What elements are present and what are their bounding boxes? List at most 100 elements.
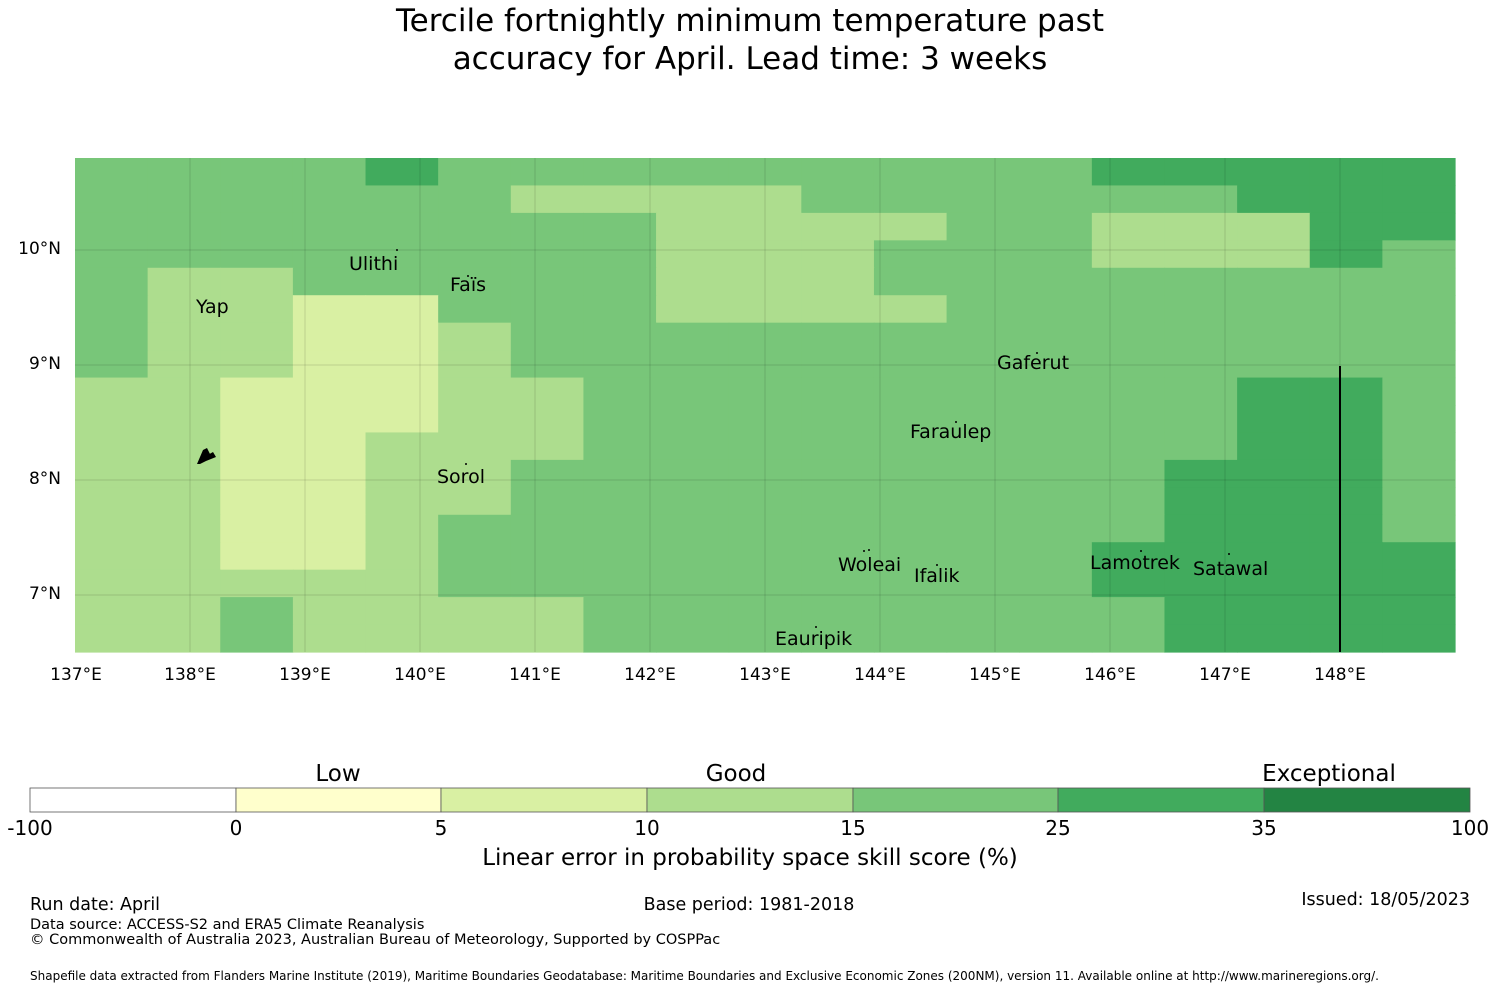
grid-cell	[656, 267, 730, 296]
grid-cell	[1237, 514, 1311, 543]
place-label: Gaferut	[997, 352, 1070, 374]
grid-cell	[583, 405, 657, 434]
grid-cell	[583, 487, 657, 516]
place-label: Satawal	[1193, 558, 1269, 580]
grid-cell	[583, 597, 657, 626]
grid-cell	[656, 432, 730, 461]
grid-cell	[75, 624, 149, 653]
grid-cell	[1164, 322, 1238, 351]
grid-cell	[1091, 459, 1166, 488]
grid-cell	[438, 432, 512, 461]
grid-cell	[1237, 432, 1311, 461]
grid-cell	[438, 514, 512, 543]
colorbar-label: Linear error in probability space skill …	[482, 845, 1018, 871]
grid-cell	[510, 267, 585, 296]
ifalik-island-dot	[936, 564, 938, 566]
grid-cell	[656, 597, 730, 626]
grid-cell	[438, 597, 512, 626]
base-period: Base period: 1981-2018	[643, 895, 855, 915]
grid-cell	[220, 185, 294, 214]
grid-cell	[1309, 405, 1383, 434]
grid-cell	[510, 295, 585, 324]
grid-cell	[510, 487, 585, 516]
grid-cell	[873, 597, 948, 626]
grid-cell	[1382, 322, 1456, 351]
grid-cell	[946, 295, 1020, 324]
grid-cell	[438, 185, 512, 214]
grid-cell	[873, 322, 948, 351]
grid-cell	[656, 240, 730, 269]
graticule	[75, 158, 1455, 652]
grid-cell	[946, 459, 1020, 488]
grid-cell	[75, 185, 149, 214]
grid-cell	[873, 542, 948, 571]
grid-cell	[1237, 185, 1311, 214]
grid-cell	[801, 295, 875, 324]
grid-cell	[365, 350, 439, 379]
grid-cell	[292, 542, 367, 571]
data-source: Data source: ACCESS-S2 and ERA5 Climate …	[30, 917, 425, 933]
title-line-2: accuracy for April. Lead time: 3 weeks	[452, 41, 1048, 77]
grid-cell	[365, 377, 439, 406]
grid-cell	[510, 597, 585, 626]
place-label: Lamotrek	[1090, 552, 1180, 574]
grid-cell	[75, 569, 149, 598]
grid-cell	[583, 624, 657, 653]
grid-cell	[946, 350, 1020, 379]
grid-cell	[1164, 514, 1238, 543]
place-label: Faïs	[450, 274, 487, 296]
grid-cell	[75, 322, 149, 351]
grid-cell	[1019, 158, 1093, 187]
grid-cell	[1382, 432, 1456, 461]
grid-cell	[656, 569, 730, 598]
colorbar	[29, 787, 1471, 813]
grid-cell	[438, 487, 512, 516]
grid-cell	[1309, 240, 1383, 269]
grid-cell	[873, 487, 948, 516]
grid-cell	[1382, 185, 1456, 214]
grid-cell	[147, 487, 221, 516]
grid-cell	[728, 377, 802, 406]
grid-cell	[1309, 542, 1383, 571]
grid-cell	[75, 542, 149, 571]
grid-cell	[583, 459, 657, 488]
grid-cell	[1164, 377, 1238, 406]
eauripik-island-dot	[815, 626, 817, 628]
grid-cell	[583, 569, 657, 598]
grid-cell	[220, 569, 294, 598]
grid-cell	[147, 597, 221, 626]
grid-cell	[583, 267, 657, 296]
grid-cell	[220, 377, 294, 406]
grid-cell	[1091, 212, 1166, 241]
grid-cell	[220, 350, 294, 379]
grid-cell	[220, 624, 294, 653]
grid-cell	[1309, 185, 1383, 214]
x-tick-label: 143°E	[739, 665, 791, 685]
grid-cell	[147, 267, 221, 296]
grid-cell	[1309, 432, 1383, 461]
x-tick-label: 139°E	[279, 665, 331, 685]
x-tick-label: 142°E	[624, 665, 676, 685]
grid-cell	[1309, 377, 1383, 406]
grid-cell	[1091, 267, 1166, 296]
grid-cell	[365, 432, 439, 461]
grid-cell	[510, 185, 585, 214]
grid-cell	[1019, 350, 1093, 379]
grid-cell	[583, 185, 657, 214]
grid-cell	[656, 158, 730, 187]
grid-cell	[147, 405, 221, 434]
grid-cell	[1019, 459, 1093, 488]
grid-cell	[75, 405, 149, 434]
grid-cell	[801, 624, 875, 653]
grid-cell	[1382, 240, 1456, 269]
faraulep-island-dot	[955, 421, 957, 423]
grid-cell	[220, 158, 294, 187]
grid-cell	[1382, 514, 1456, 543]
grid-cell	[1164, 597, 1238, 626]
grid-cell	[1091, 542, 1166, 571]
grid-cell	[801, 267, 875, 296]
grid-cell	[1019, 377, 1093, 406]
yap-island-shape	[197, 448, 216, 464]
grid-cell	[75, 459, 149, 488]
grid-cell	[1309, 158, 1383, 187]
